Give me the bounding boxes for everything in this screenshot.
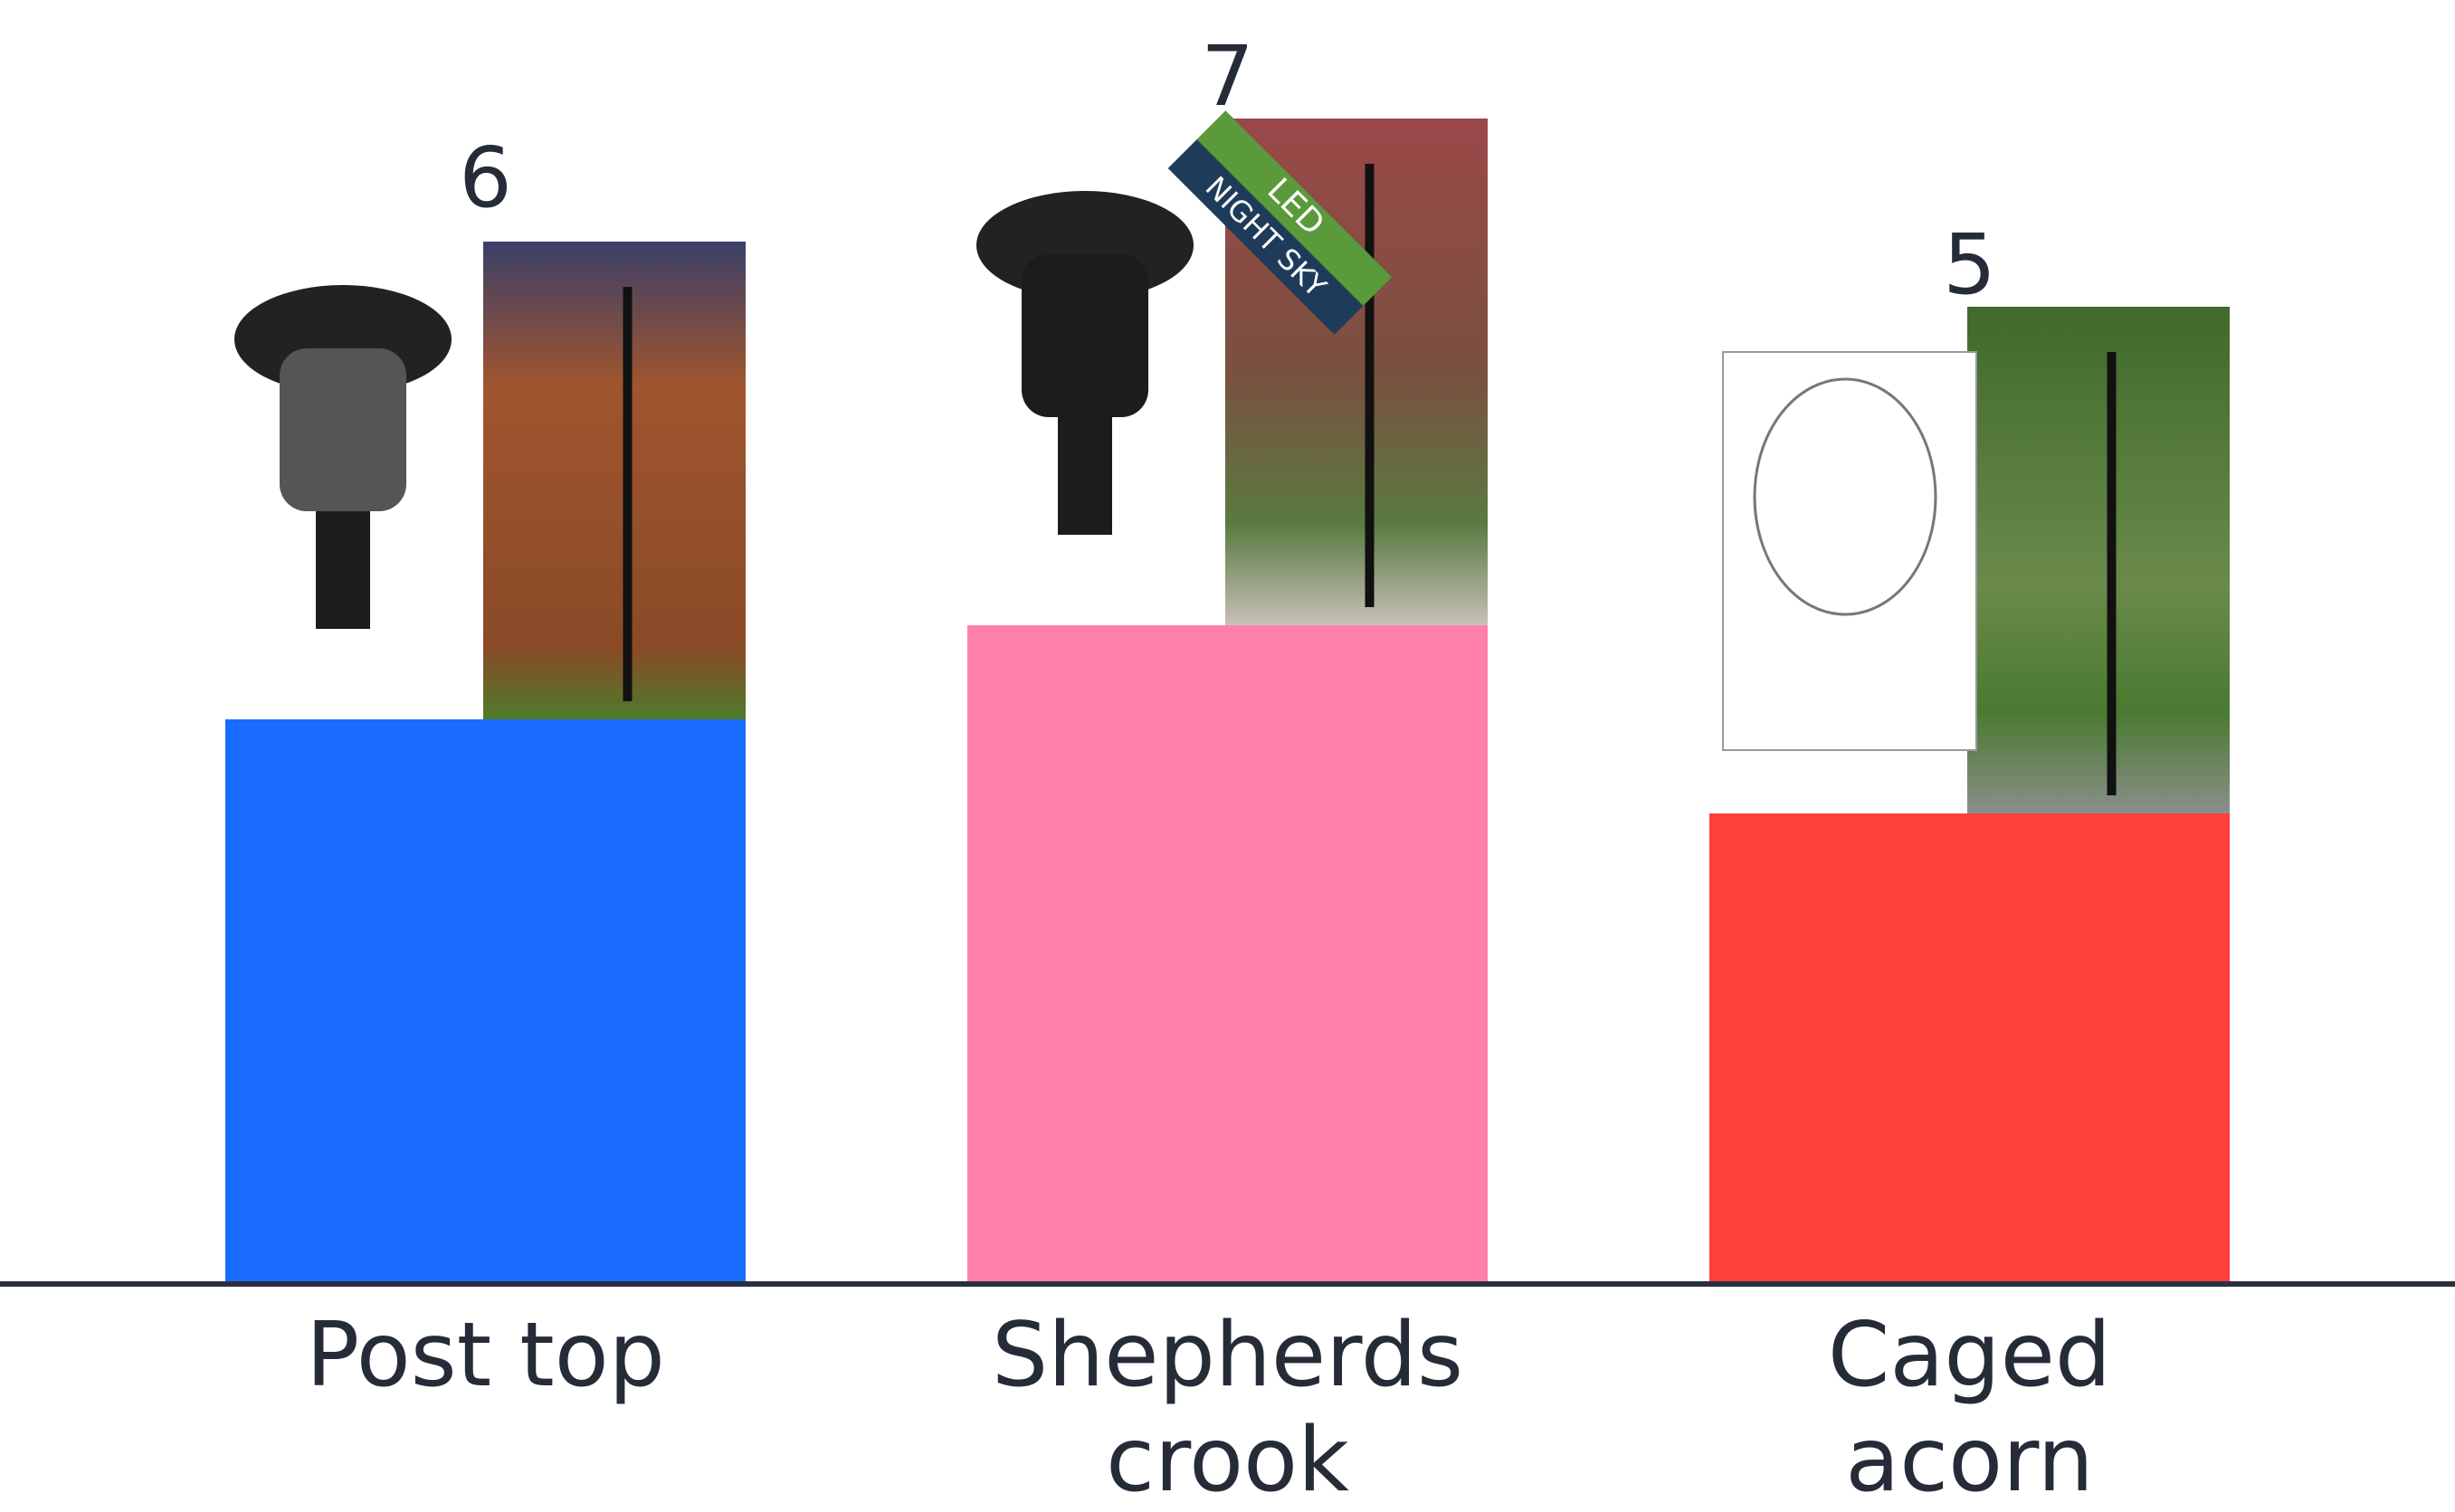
value-label: 6: [459, 129, 512, 226]
value-label: 5: [1943, 216, 1996, 313]
badge-top: [1196, 110, 1393, 307]
lamp-body: [1022, 254, 1148, 417]
drawing-lamp: [1753, 377, 1937, 616]
drawing: [1722, 351, 1977, 751]
bar: [1709, 813, 2230, 1284]
value-label: 7: [1201, 28, 1254, 125]
photo: [483, 242, 746, 719]
bar: [967, 625, 1488, 1284]
lamp-base: [1058, 417, 1112, 535]
lamp-base: [316, 511, 370, 629]
bar: [225, 719, 746, 1284]
photo: [1967, 307, 2230, 813]
lamp-body: [280, 348, 406, 511]
x-tick-label: Caged acorn: [1827, 1304, 2112, 1512]
x-tick-label: Post top: [306, 1304, 665, 1407]
x-tick-label: Shepherds crook: [991, 1304, 1464, 1512]
